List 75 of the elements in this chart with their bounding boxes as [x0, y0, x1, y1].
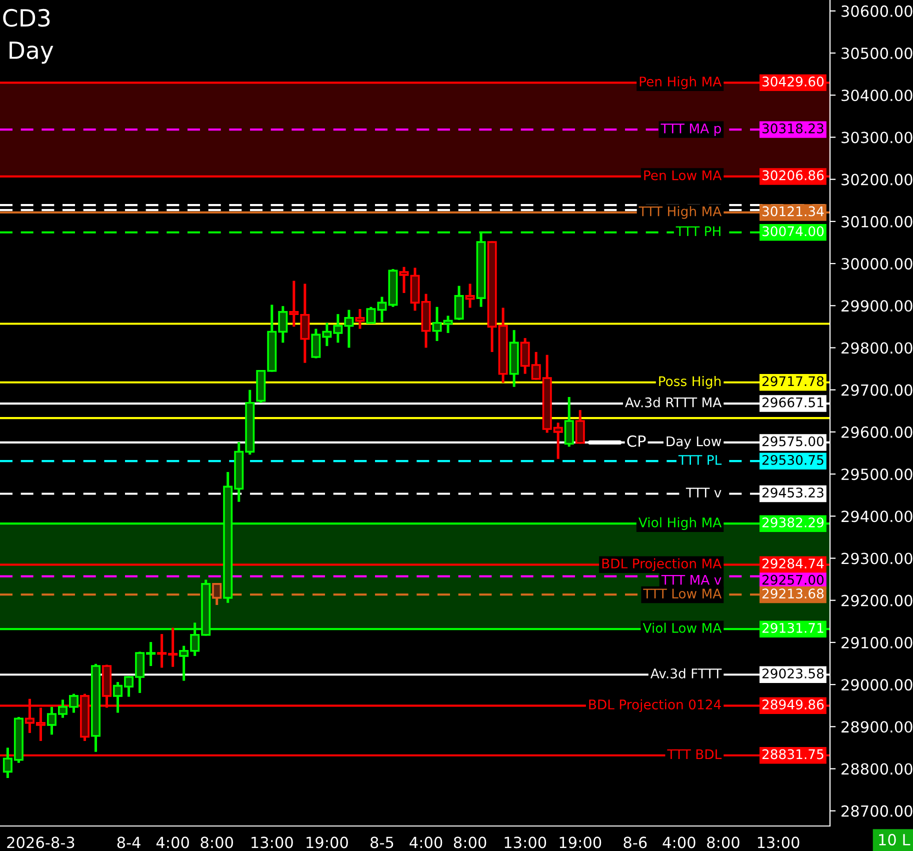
ref-line-label: TTT Low MA — [643, 588, 722, 599]
ref-line-label: TTT High MA — [638, 206, 722, 219]
y-tick-label: 29100.00 — [842, 636, 912, 648]
y-tick-label: 30600.00 — [842, 5, 912, 17]
x-tick-label: 8:00 — [454, 836, 486, 848]
y-tick-label: 29300.00 — [842, 552, 912, 564]
ref-line-label: Viol High MA — [638, 517, 722, 530]
annotation: 28949.86 — [762, 700, 824, 710]
x-tick-label: 8-5 — [370, 836, 394, 848]
ref-line-label: TTT PL — [678, 455, 722, 465]
annotation: 29575.00 — [762, 436, 824, 446]
y-tick-label: 28700.00 — [842, 805, 912, 817]
y-tick-label: 30100.00 — [842, 216, 912, 228]
y-tick-label: 29000.00 — [842, 679, 912, 691]
annotation: 28831.75 — [762, 749, 824, 760]
ref-line-label: TTT MA v — [661, 574, 722, 585]
y-tick-label: 30200.00 — [842, 174, 912, 186]
y-tick-label: 28900.00 — [842, 721, 912, 733]
ref-line-label: Day Low — [666, 436, 722, 449]
ref-line-label: Av.3d RTTT MA — [625, 397, 722, 408]
ref-line-label: Pen Low MA — [644, 170, 722, 180]
ref-line-label: Av.3d FTTT — [650, 668, 722, 678]
annotation: 30121.34 — [762, 206, 824, 216]
x-tick-label: 19:00 — [306, 836, 348, 848]
annotation: CP — [627, 435, 646, 447]
y-tick-label: 29400.00 — [842, 510, 912, 522]
y-tick-label: 30000.00 — [842, 258, 912, 270]
ref-line-label: Poss High — [659, 376, 721, 389]
annotation: 29213.68 — [762, 588, 824, 599]
annotation: 30206.86 — [762, 170, 824, 180]
y-tick-label: 29200.00 — [842, 594, 912, 606]
annotation: 29717.78 — [762, 376, 824, 386]
x-tick-label: 2026-8-3 — [7, 836, 74, 848]
annotation: 29284.74 — [762, 558, 824, 568]
ref-line-label: TTT v — [686, 488, 722, 498]
annotation: 29257.00 — [762, 574, 824, 585]
annotation: 29530.75 — [762, 454, 824, 465]
ref-line-label: BDL Projection MA — [602, 558, 722, 572]
annotation: 30429.60 — [762, 76, 824, 87]
y-tick-label: 29700.00 — [842, 384, 912, 396]
ref-line-label: BDL Projection 0124 — [589, 699, 721, 712]
x-tick-label: 13:00 — [504, 836, 546, 848]
x-tick-label: 8:00 — [707, 836, 740, 848]
annotation: 30318.23 — [762, 123, 824, 134]
annotation: 29382.29 — [762, 517, 824, 528]
x-tick-label: 13:00 — [758, 836, 800, 848]
chart-title: CD3 — [3, 8, 50, 27]
y-tick-label: 29800.00 — [842, 342, 912, 354]
x-tick-label: 4:00 — [662, 836, 696, 848]
ref-line-label: TTT BDL — [667, 749, 722, 760]
text: 10 L — [879, 834, 910, 846]
x-tick-label: 4:00 — [410, 836, 442, 848]
y-tick-label: 30500.00 — [842, 48, 912, 60]
y-tick-label: 29600.00 — [842, 426, 912, 438]
y-tick-label: 29500.00 — [842, 468, 912, 480]
ref-line-label: TTT MA p — [660, 124, 721, 136]
y-tick-label: 30400.00 — [842, 90, 912, 102]
text: Day — [10, 42, 54, 64]
y-tick-label: 29900.00 — [842, 300, 912, 312]
annotation: 29453.23 — [762, 488, 824, 498]
x-tick-label: 19:00 — [560, 836, 602, 848]
ref-line-label: Viol Low MA — [642, 622, 722, 633]
x-tick-label: 8-4 — [117, 836, 140, 848]
ref-line-label: TTT PH — [676, 226, 720, 236]
x-tick-label: 8-6 — [624, 836, 647, 848]
x-tick-label: 13:00 — [252, 836, 293, 848]
y-tick-label: 30300.00 — [842, 132, 912, 144]
annotation: 29023.58 — [762, 668, 824, 678]
x-tick-label: 8:00 — [200, 836, 233, 848]
x-tick-label: 4:00 — [156, 836, 189, 848]
annotation: 29131.71 — [762, 622, 824, 633]
annotation: 29667.51 — [762, 397, 824, 408]
annotation: 30074.00 — [762, 226, 824, 236]
y-tick-label: 28800.00 — [842, 763, 912, 775]
ref-line-label: Pen High MA — [640, 76, 722, 90]
